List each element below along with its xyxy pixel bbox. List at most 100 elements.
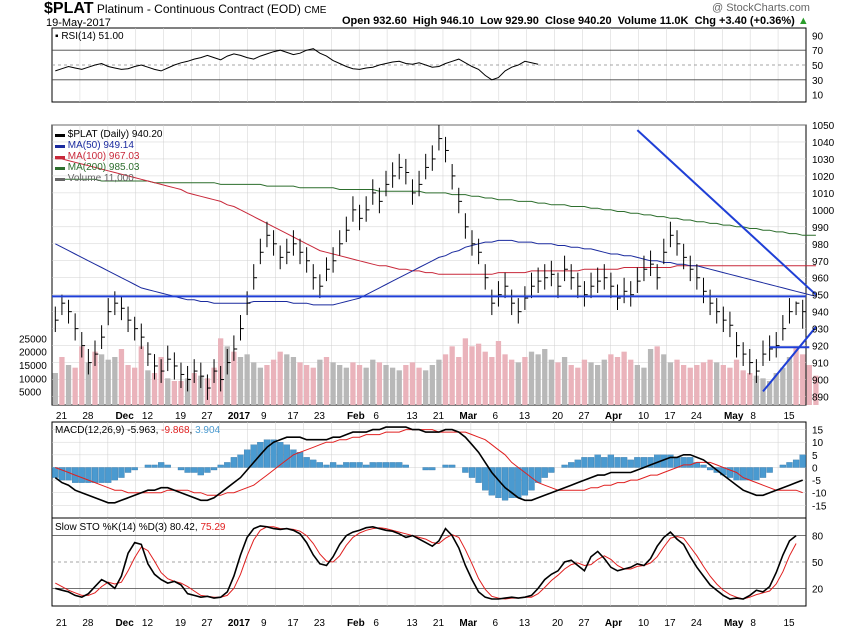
macd-histogram-bar	[263, 439, 271, 468]
volume-bar	[614, 357, 621, 405]
macd-histogram-bar	[786, 462, 793, 468]
macd-histogram-bar	[501, 467, 509, 501]
macd-histogram-bar	[277, 442, 284, 468]
volume-bar	[409, 362, 416, 405]
price-tick-label: 900	[812, 376, 829, 387]
x-axis-label: 19	[175, 411, 187, 422]
macd-histogram-bar	[667, 454, 674, 468]
macd-histogram-bar	[733, 467, 740, 481]
x-axis-label: 19	[175, 618, 187, 629]
trendline	[762, 326, 817, 393]
macd-histogram-bar	[620, 457, 628, 468]
volume-bar	[806, 365, 812, 405]
volume-bar	[740, 370, 746, 405]
macd-histogram-bar	[204, 467, 211, 473]
macd-histogram-bar	[396, 462, 403, 468]
volume-bar	[555, 362, 561, 405]
volume-bar	[290, 357, 297, 405]
macd-histogram-bar	[634, 457, 641, 468]
macd-histogram-bar	[581, 457, 588, 468]
x-axis-label: 20	[552, 618, 564, 629]
price-legend-entry: ▬ MA(100) 967.03	[55, 151, 140, 162]
macd-histogram-bar	[647, 457, 654, 468]
volume-bar	[59, 357, 65, 405]
volume-bar	[694, 365, 700, 405]
macd-histogram-bar	[177, 467, 185, 471]
rsi-tick-label: 90	[812, 31, 824, 42]
macd-histogram-bar	[369, 462, 376, 468]
rsi-tick-label: 30	[812, 76, 824, 87]
macd-histogram-bar	[753, 467, 760, 481]
volume-bar	[85, 362, 92, 405]
macd-histogram-bar	[587, 457, 595, 468]
volume-bar	[251, 362, 257, 405]
x-axis-label: 21	[433, 618, 445, 629]
volume-bar	[561, 357, 568, 405]
x-axis-label: Dec	[115, 618, 134, 629]
volume-bar	[700, 362, 707, 405]
macd-histogram-bar	[766, 467, 773, 473]
x-axis-label: Dec	[115, 411, 134, 422]
macd-histogram-bar	[482, 467, 489, 491]
volume-bar	[634, 365, 640, 405]
macd-histogram-bar	[52, 467, 59, 478]
volume-bar	[277, 351, 283, 405]
volume-bar	[469, 346, 475, 405]
macd-histogram-bar	[601, 457, 608, 468]
volume-bar	[416, 367, 422, 405]
sto-d-line	[55, 526, 797, 600]
volume-bar	[654, 346, 660, 405]
x-axis-label: 28	[82, 618, 94, 629]
volume-bar	[330, 362, 336, 405]
volume-bar	[542, 349, 548, 405]
x-axis-label: 24	[691, 618, 703, 629]
volume-bar	[270, 359, 277, 405]
volume-bar	[528, 351, 535, 405]
volume-bar	[211, 367, 217, 405]
macd-line	[54, 426, 803, 504]
rsi-frame	[51, 27, 807, 103]
price-tick-label: 1030	[812, 155, 835, 166]
volume-bar	[733, 359, 740, 405]
macd-tick-label: -15	[812, 501, 827, 512]
volume-bar	[138, 346, 144, 405]
volume-bar	[317, 359, 323, 405]
volume-bar	[773, 373, 779, 405]
macd-histogram-bar	[548, 467, 555, 473]
macd-histogram-bar	[283, 444, 290, 468]
price-tick-label: 970	[812, 257, 829, 268]
macd-histogram-bar	[528, 467, 535, 491]
contract-name: Platinum - Continuous Contract (EOD)	[96, 2, 301, 16]
x-axis-label: 10	[638, 411, 650, 422]
price-tick-label: 1050	[812, 121, 835, 132]
volume-bar	[727, 367, 733, 405]
macd-histogram-bar	[191, 467, 198, 473]
macd-histogram-bar	[382, 462, 390, 468]
volume-bar	[667, 362, 674, 405]
volume-bar	[674, 359, 680, 405]
volume-bar	[793, 346, 799, 405]
x-axis-label: Mar	[459, 618, 477, 629]
volume-bar	[800, 354, 806, 405]
macd-histogram-bar	[243, 449, 251, 468]
x-axis-label: 27	[201, 618, 213, 629]
macd-histogram-bar	[85, 467, 92, 483]
macd-histogram-bar	[515, 467, 522, 498]
volume-bar	[184, 378, 191, 405]
x-axis-label: 6	[492, 411, 498, 422]
macd-legend: MACD(12,26,9) -5.963, -9.868, 3.904	[55, 425, 221, 436]
x-axis-label: 21	[56, 618, 68, 629]
volume-bar	[363, 367, 369, 405]
volume-bar	[198, 375, 204, 405]
x-axis-label: 13	[406, 618, 418, 629]
volume-bar	[423, 370, 429, 405]
macd-histogram-bar	[290, 449, 297, 468]
sto-k-line	[55, 525, 797, 600]
macd-tick-label: -10	[812, 489, 827, 500]
volume-bar	[780, 367, 786, 405]
macd-histogram-bar	[91, 467, 99, 483]
macd-tick-label: -5	[812, 476, 821, 487]
volume-bar	[608, 354, 614, 405]
